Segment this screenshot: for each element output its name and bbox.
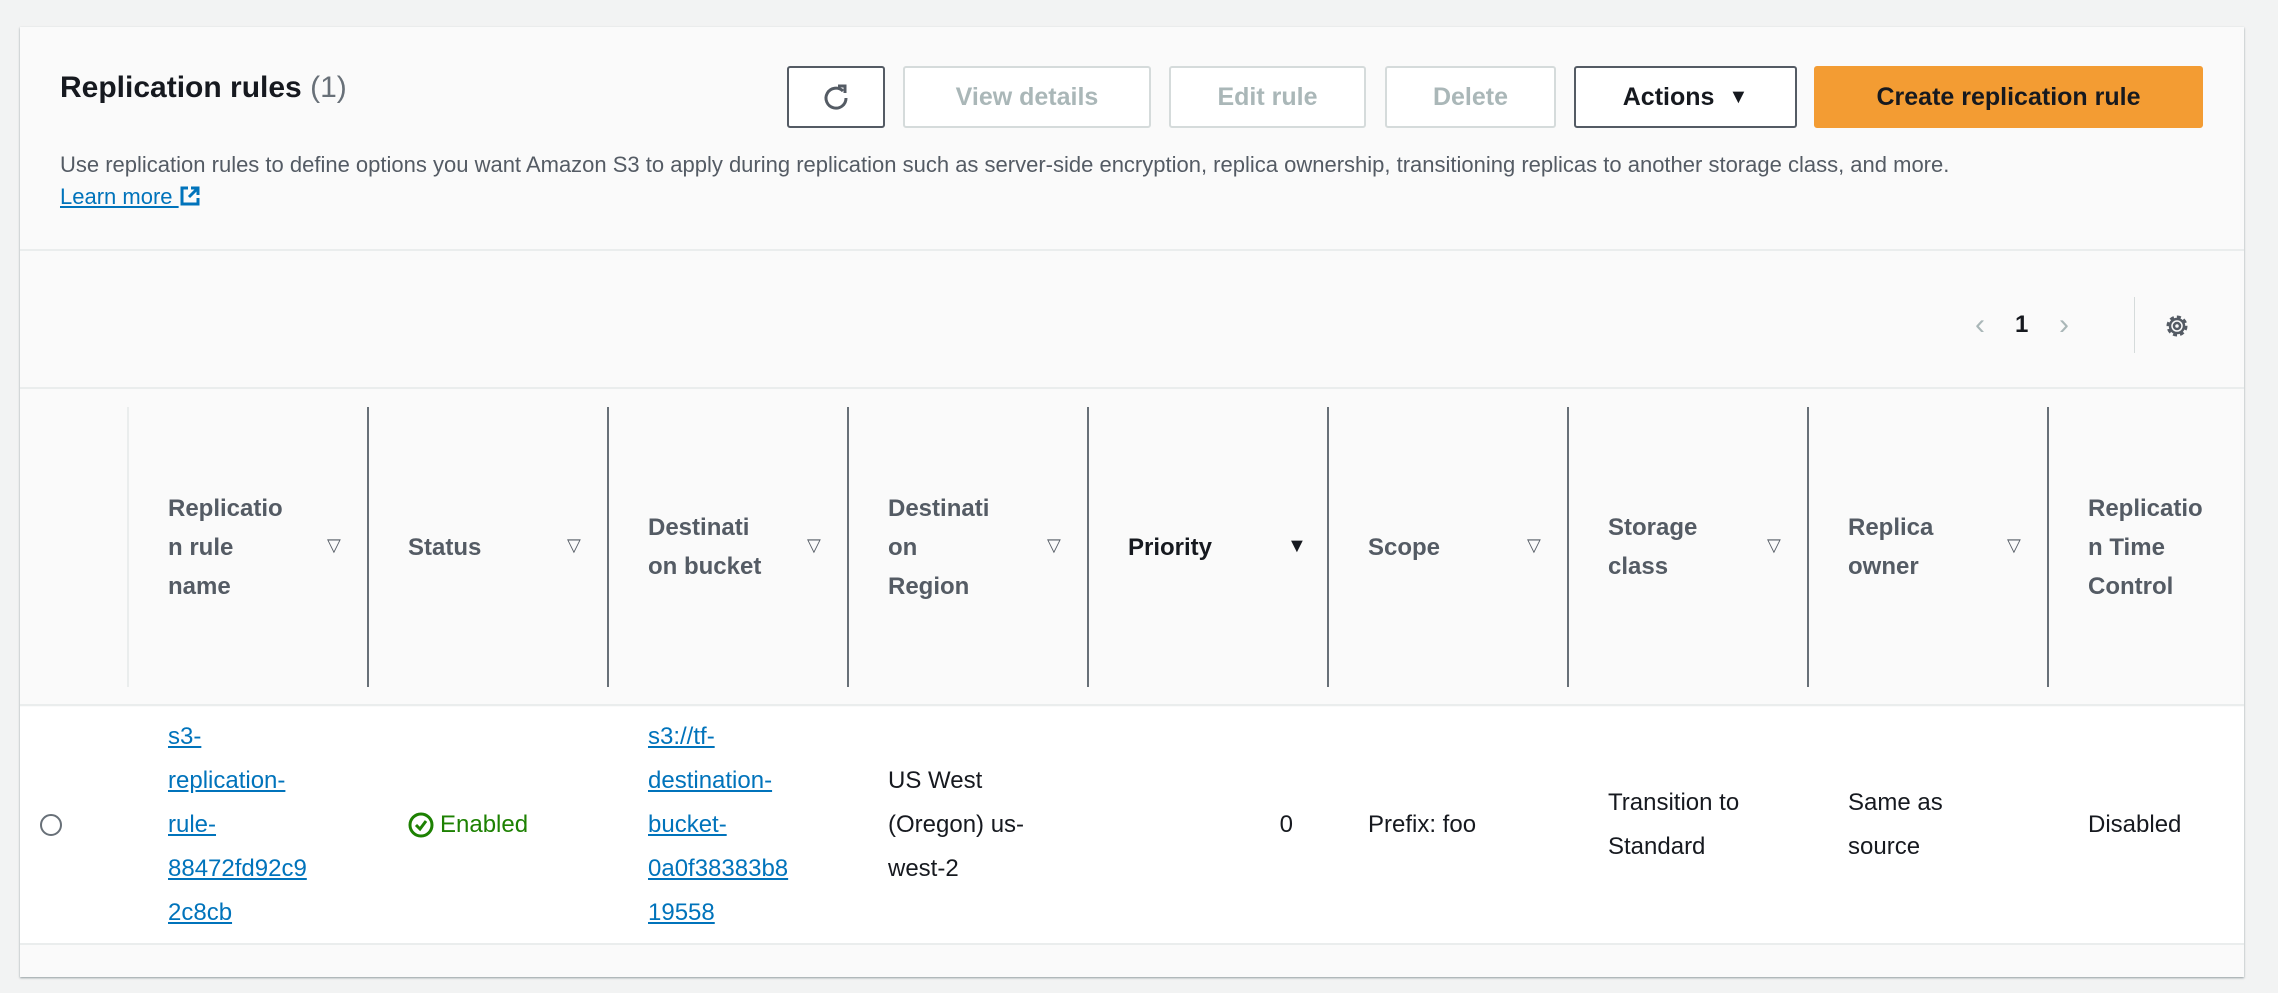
pagination: ‹ 1 › <box>1975 307 2099 343</box>
column-header-label: Replication Time Control <box>2088 494 2203 600</box>
refresh-icon <box>824 84 848 110</box>
column-header-label: Priority <box>1128 533 1213 561</box>
column-divider[interactable] <box>1807 407 1809 687</box>
column-divider[interactable] <box>847 407 849 687</box>
create-replication-rule-button[interactable]: Create replication rule <box>1814 66 2203 128</box>
edit-rule-button[interactable]: Edit rule <box>1169 66 1366 128</box>
check-circle-icon <box>408 812 434 838</box>
column-header-label: Storage class <box>1608 514 1698 580</box>
learn-more-link[interactable]: Learn more <box>60 184 201 209</box>
description: Use replication rules to define options … <box>60 152 1950 209</box>
sort-icon[interactable]: ▽ <box>1527 535 1541 555</box>
destination-bucket-link[interactable]: s3://tf-destination-bucket-0a0f38383b819… <box>648 723 789 926</box>
table-row[interactable]: s3-replication-rule-88472fd92c92c8cb Ena… <box>20 707 2244 945</box>
previous-page-icon[interactable]: ‹ <box>1975 308 1985 341</box>
replica-owner-value: Same as source <box>1848 789 1943 860</box>
column-header[interactable]: Replica owner <box>1848 407 1963 687</box>
view-details-button[interactable]: View details <box>903 66 1151 128</box>
column-header[interactable]: Destination Region <box>888 407 1003 687</box>
rtc-value: Disabled <box>2088 811 2182 838</box>
sort-icon[interactable]: ▽ <box>2007 535 2021 555</box>
next-page-icon[interactable]: › <box>2059 308 2069 341</box>
column-header[interactable]: Replication Time Control <box>2088 407 2203 687</box>
column-divider[interactable] <box>1567 407 1569 687</box>
rule-name-link[interactable]: s3-replication-rule-88472fd92c92c8cb <box>168 723 307 926</box>
destination-region: US West (Oregon) us-west-2 <box>888 767 1025 882</box>
column-header-label: Replication rule name <box>168 494 283 600</box>
row-radio[interactable] <box>40 814 62 836</box>
replication-rules-panel: Replication rules (1) View details Edit … <box>20 27 2244 977</box>
column-header[interactable]: Storage class <box>1608 407 1723 687</box>
column-divider[interactable] <box>367 407 369 687</box>
storage-class-value: Transition to Standard <box>1608 789 1740 860</box>
caret-down-icon: ▼ <box>1728 85 1749 108</box>
sort-icon[interactable]: ▽ <box>327 535 341 555</box>
priority-value: 0 <box>1279 811 1293 838</box>
column-header-label: Destination Region <box>888 494 990 600</box>
delete-button[interactable]: Delete <box>1385 66 1556 128</box>
column-header[interactable]: Destination bucket <box>648 407 763 687</box>
actions-dropdown[interactable]: Actions ▼ <box>1574 66 1797 128</box>
refresh-button[interactable] <box>787 66 885 128</box>
column-divider[interactable] <box>2047 407 2049 687</box>
column-header[interactable]: Scope <box>1368 407 1508 687</box>
sort-descending-icon[interactable]: ▼ <box>1287 535 1307 557</box>
sort-icon[interactable]: ▽ <box>567 535 581 555</box>
column-divider[interactable] <box>607 407 609 687</box>
column-header[interactable]: Status <box>408 407 548 687</box>
column-header-label: Scope <box>1368 533 1441 561</box>
page-number[interactable]: 1 <box>2015 311 2029 338</box>
settings-gear-icon[interactable] <box>2162 311 2192 341</box>
rule-count: (1) <box>310 71 347 104</box>
sort-icon[interactable]: ▽ <box>807 535 821 555</box>
page-title: Replication rules (1) <box>60 71 347 104</box>
status-badge: Enabled <box>408 707 528 943</box>
column-header-label: Destination bucket <box>648 514 762 580</box>
column-header-label: Status <box>408 533 482 561</box>
sort-icon[interactable]: ▽ <box>1047 535 1061 555</box>
column-header[interactable]: Priority <box>1128 407 1268 687</box>
sort-icon[interactable]: ▽ <box>1767 535 1781 555</box>
pager-divider <box>2134 297 2135 353</box>
scope-value: Prefix: foo <box>1368 811 1477 838</box>
column-header-label: Replica owner <box>1848 514 1934 580</box>
external-link-icon <box>180 186 200 206</box>
column-header[interactable]: Replication rule name <box>168 407 283 687</box>
column-divider[interactable] <box>1087 407 1089 687</box>
column-divider[interactable] <box>1327 407 1329 687</box>
